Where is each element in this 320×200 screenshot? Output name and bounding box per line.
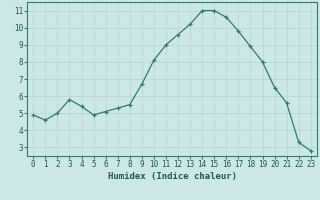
- X-axis label: Humidex (Indice chaleur): Humidex (Indice chaleur): [108, 172, 236, 181]
